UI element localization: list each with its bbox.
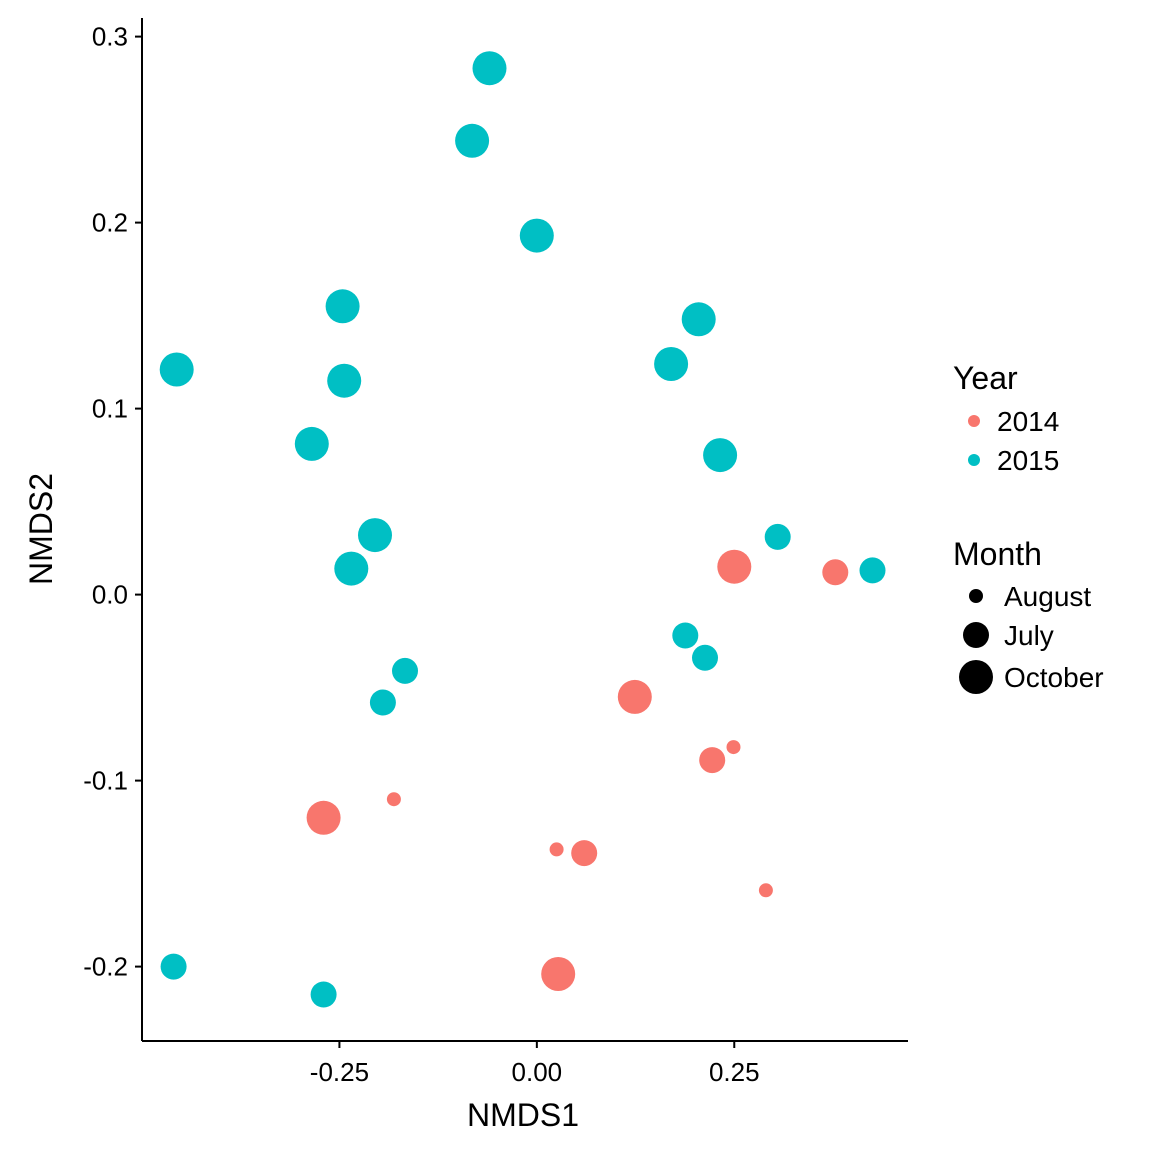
point-2014-august-6 <box>386 792 401 807</box>
point-2015-october-9 <box>703 438 738 473</box>
legend-key-2015 <box>968 454 980 466</box>
point-2015-july-18 <box>160 953 187 980</box>
point-2014-july-3 <box>699 747 726 774</box>
y-axis-title: NMDS2 <box>23 473 59 585</box>
legend-key-july <box>963 622 989 648</box>
point-2014-july-1 <box>822 559 849 586</box>
point-2015-july-19 <box>310 981 337 1008</box>
point-2015-october-0 <box>472 51 507 86</box>
point-2014-august-4 <box>726 740 741 755</box>
y-tick-label: 0.1 <box>92 394 128 424</box>
legend-key-august <box>969 589 983 603</box>
point-2015-july-13 <box>859 557 886 584</box>
point-2015-october-11 <box>334 551 369 586</box>
legend-month-title: Month <box>953 536 1042 572</box>
x-axis-title: NMDS1 <box>467 1097 579 1133</box>
legend-key-2014 <box>968 415 980 427</box>
x-tick-label: 0.00 <box>512 1057 563 1087</box>
legend-label-july: July <box>1004 620 1054 651</box>
legend-year-title: Year <box>953 360 1018 396</box>
y-tick-label: 0.2 <box>92 208 128 238</box>
point-2014-october-5 <box>306 800 341 835</box>
y-tick-label: 0.0 <box>92 580 128 610</box>
point-2015-july-12 <box>764 523 791 550</box>
legend: Year 2014 2015 Month August July October <box>953 360 1104 694</box>
point-2015-october-3 <box>325 289 360 324</box>
legend-label-2014: 2014 <box>997 406 1059 437</box>
legend-label-2015: 2015 <box>997 445 1059 476</box>
point-2015-july-16 <box>392 657 418 684</box>
x-tick-label: 0.25 <box>709 1057 760 1087</box>
legend-label-august: August <box>1004 581 1091 612</box>
point-2015-october-8 <box>294 426 329 461</box>
point-2015-october-1 <box>455 123 490 158</box>
y-tick-label: -0.2 <box>83 952 128 982</box>
point-2015-july-14 <box>672 622 699 649</box>
x-tick-label: -0.25 <box>310 1057 369 1087</box>
point-2014-august-7 <box>549 842 564 857</box>
legend-label-october: October <box>1004 662 1104 693</box>
point-2015-october-7 <box>327 363 362 398</box>
x-axis-ticks: -0.25 0.00 0.25 <box>310 1041 760 1087</box>
point-2014-october-2 <box>617 679 652 714</box>
point-2014-october-10 <box>541 957 576 991</box>
point-2015-october-2 <box>519 218 554 253</box>
point-2015-october-4 <box>681 302 716 337</box>
y-tick-label: 0.3 <box>92 22 128 52</box>
point-2014-october-0 <box>717 549 752 584</box>
y-tick-label: -0.1 <box>83 766 128 796</box>
point-2015-october-6 <box>159 352 194 387</box>
point-2015-july-17 <box>369 689 396 716</box>
legend-key-october <box>959 660 993 694</box>
point-2015-october-5 <box>654 347 689 381</box>
point-2014-august-9 <box>758 883 773 898</box>
point-2015-july-15 <box>692 644 718 671</box>
point-2015-october-10 <box>358 518 392 553</box>
points-layer <box>159 51 886 1008</box>
point-2014-july-8 <box>571 840 598 867</box>
y-axis-ticks: -0.2 -0.1 0.0 0.1 0.2 0.3 <box>83 22 142 982</box>
